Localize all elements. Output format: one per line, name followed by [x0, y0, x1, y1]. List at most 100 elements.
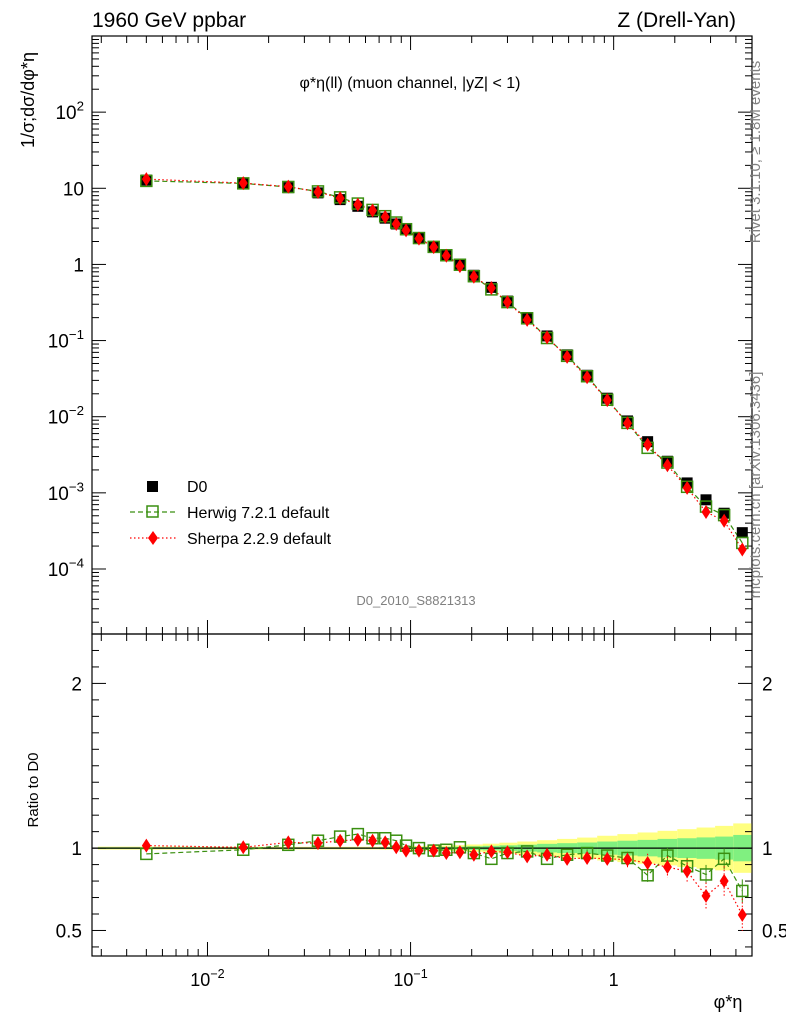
sherpa-main-point — [486, 281, 496, 296]
ratio-y-tick-label-left: 1 — [71, 839, 82, 860]
herwig-main-line — [146, 180, 743, 544]
legend: D0 Herwig 7.2.1 default Sherpa 2.2.9 def… — [130, 479, 332, 548]
sherpa-main-point — [662, 458, 672, 473]
legend-marker-d0 — [147, 481, 158, 492]
herwig-ratio-point — [699, 868, 713, 881]
sherpa-ratio-point — [486, 844, 496, 859]
sherpa-main-point — [582, 370, 592, 385]
sherpa-ratio-point — [455, 845, 465, 860]
main-y-tick-label: 102 — [55, 99, 84, 125]
header-left-label: 1960 GeV ppbar — [92, 9, 246, 32]
main-y-tick-label: 1 — [73, 255, 84, 276]
sherpa-ratio-point — [662, 860, 672, 875]
sherpa-ratio-point — [380, 835, 390, 850]
sherpa-ratio-point — [353, 832, 363, 847]
ratio-y-tick-label-right: 1 — [762, 839, 773, 860]
sherpa-main-point — [335, 191, 345, 206]
legend-label-d0: D0 — [187, 479, 208, 496]
x-tick-label: 10−2 — [190, 967, 224, 990]
sherpa-main-point — [737, 542, 747, 557]
sherpa-ratio-point — [502, 845, 512, 860]
main-y-tick-label: 10−2 — [48, 403, 84, 429]
ratio-y-axis-label: Ratio to D0 — [25, 752, 42, 827]
sherpa-main-point — [455, 259, 465, 274]
x-axis-label: φ*η — [714, 992, 743, 1012]
x-tick-label: 1 — [609, 970, 619, 990]
main-y-axis-label: 1/σ;dσ/dφ*η — [18, 52, 38, 148]
sherpa-main-point — [643, 437, 653, 452]
legend-label-sherpa: Sherpa 2.2.9 default — [187, 531, 332, 548]
sherpa-main-point — [562, 349, 572, 364]
sherpa-ratio-point — [682, 864, 692, 879]
sherpa-ratio-point — [522, 849, 532, 864]
main-y-tick-label: 10−4 — [48, 555, 84, 581]
sherpa-ratio-point — [414, 843, 424, 858]
ratio-y-tick-label-left: 0.5 — [56, 921, 82, 942]
herwig-ratio-point — [641, 869, 654, 882]
sherpa-main-point — [353, 197, 363, 212]
main-y-tick-label: 10 — [63, 179, 84, 200]
sherpa-main-point — [313, 184, 323, 199]
sherpa-ratio-point — [283, 835, 293, 850]
herwig-ratio-point — [661, 849, 674, 862]
sherpa-main-point — [502, 295, 512, 310]
sherpa-ratio-point — [238, 840, 248, 855]
sherpa-ratio-point — [643, 855, 653, 870]
ratio-series-layer — [140, 827, 749, 931]
sherpa-ratio-point — [562, 851, 572, 866]
ratio-y-tick-label-right: 0.5 — [762, 921, 786, 942]
sherpa-ratio-point — [429, 843, 439, 858]
sherpa-main-point — [469, 269, 479, 284]
d0-data-point — [736, 527, 748, 539]
plot-title: φ*η(ll) (muon channel, |yZ| < 1) — [300, 75, 521, 92]
sherpa-main-line — [146, 178, 743, 550]
sherpa-main-point — [682, 480, 692, 495]
sherpa-main-point — [283, 179, 293, 194]
herwig-ratio-point — [736, 884, 749, 898]
ticks-layer: 10−2 10−1 1 10−4 10−3 10−2 10−1 1 10 102 0.5 0.5 1 1 2… — [48, 36, 786, 990]
sherpa-ratio-point — [141, 838, 151, 853]
sherpa-ratio-point — [335, 833, 345, 848]
legend-label-herwig: Herwig 7.2.1 default — [187, 505, 330, 522]
sherpa-ratio-line — [146, 839, 743, 916]
herwig-ratio-point — [717, 852, 731, 866]
sherpa-ratio-point — [582, 851, 592, 865]
sherpa-main-point — [542, 330, 552, 345]
main-y-tick-label: 10−3 — [48, 479, 84, 505]
sherpa-ratio-point — [469, 847, 479, 862]
legend-marker-herwig — [146, 505, 159, 518]
sherpa-main-point — [401, 223, 411, 238]
rivet-version-label: Rivet 3.1.10, ≥ 1.8M events — [747, 61, 764, 244]
d0-data-point — [700, 494, 712, 506]
sherpa-ratio-point — [542, 847, 552, 862]
sherpa-main-point — [380, 209, 390, 224]
sherpa-main-point — [622, 416, 632, 431]
sherpa-main-point — [522, 312, 532, 327]
ratio-panel-frame — [91, 633, 753, 957]
sherpa-main-point — [441, 248, 451, 263]
sherpa-main-point — [701, 505, 711, 520]
sherpa-main-point — [602, 393, 612, 408]
sherpa-ratio-point — [368, 833, 378, 848]
ratio-y-tick-label-right: 2 — [762, 674, 773, 695]
x-tick-label: 10−1 — [393, 967, 427, 990]
d0-data-point — [718, 507, 730, 519]
sherpa-ratio-point — [719, 874, 729, 889]
sherpa-ratio-point — [313, 836, 323, 851]
source-label: mcplots.cern.ch [arXiv:1306.3436] — [747, 372, 764, 599]
sherpa-main-point — [368, 203, 378, 218]
sherpa-ratio-point — [622, 852, 632, 867]
legend-marker-sherpa — [148, 531, 158, 545]
main-series-layer — [140, 172, 749, 557]
main-y-tick-label: 10−1 — [48, 327, 84, 353]
sherpa-main-point — [414, 231, 424, 246]
sherpa-ratio-point — [441, 846, 451, 861]
sherpa-ratio-point — [701, 888, 711, 903]
sherpa-main-point — [391, 216, 401, 231]
sherpa-main-point — [141, 172, 151, 187]
sherpa-ratio-point — [737, 907, 747, 922]
sherpa-main-point — [719, 513, 729, 528]
sherpa-ratio-point — [602, 851, 612, 866]
sherpa-main-point — [429, 240, 439, 255]
